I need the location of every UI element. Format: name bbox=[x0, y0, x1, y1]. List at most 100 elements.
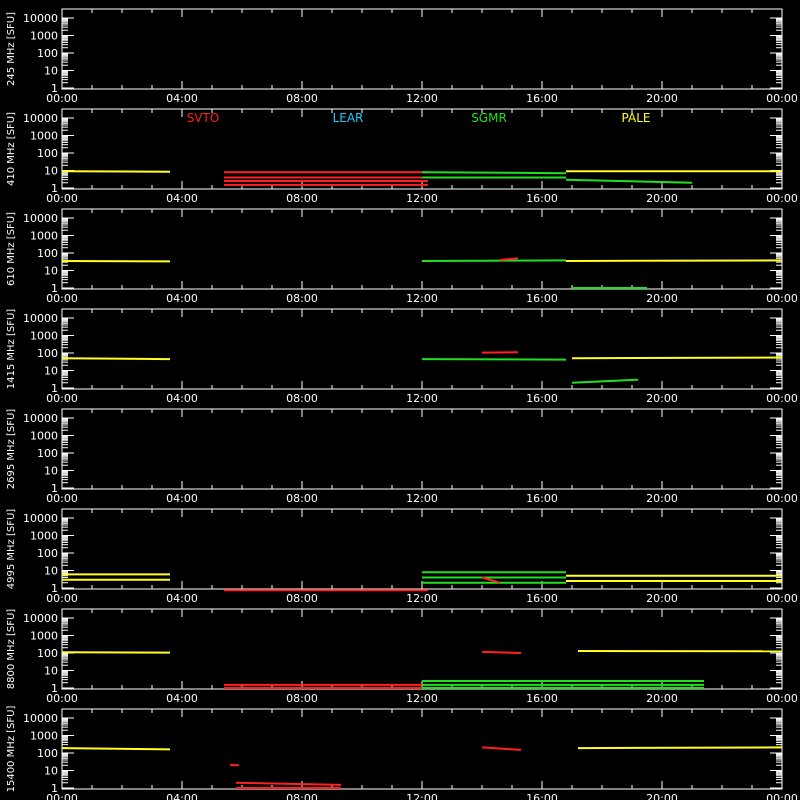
y-tick-label: 1 bbox=[51, 682, 58, 695]
y-tick-label: 10000 bbox=[23, 312, 58, 325]
x-tick-label: 00:00 bbox=[766, 692, 798, 705]
y-axis-label: 410 MHz [SFU] bbox=[6, 112, 17, 186]
x-tick-label: 16:00 bbox=[526, 192, 558, 205]
x-tick-label: 00:00 bbox=[46, 192, 78, 205]
x-tick-label: 08:00 bbox=[286, 792, 318, 800]
y-tick-label: 10000 bbox=[23, 512, 58, 525]
y-axis-label: 610 MHz [SFU] bbox=[6, 212, 17, 286]
y-tick-label: 10000 bbox=[23, 712, 58, 725]
y-tick-label: 100 bbox=[37, 547, 58, 560]
series-svto-line bbox=[481, 650, 522, 654]
y-axis-label: 1415 MHz [SFU] bbox=[6, 309, 17, 390]
x-tick-label: 16:00 bbox=[526, 692, 558, 705]
y-tick-label: 100 bbox=[37, 47, 58, 60]
legend-lear: LEAR bbox=[333, 111, 364, 125]
series-sgmr-line bbox=[421, 171, 567, 175]
x-tick-label: 00:00 bbox=[766, 392, 798, 405]
x-tick-label: 00:00 bbox=[766, 792, 798, 800]
x-tick-label: 04:00 bbox=[166, 492, 198, 505]
series-pale-line bbox=[565, 259, 783, 262]
x-tick-label: 00:00 bbox=[46, 92, 78, 105]
y-tick-label: 1000 bbox=[30, 630, 58, 643]
y-tick-label: 10000 bbox=[23, 412, 58, 425]
y-tick-label: 1 bbox=[51, 482, 58, 495]
x-tick-label: 16:00 bbox=[526, 392, 558, 405]
y-axis-label: 15400 MHz [SFU] bbox=[6, 706, 17, 793]
x-tick-label: 12:00 bbox=[406, 592, 438, 605]
plot-frame bbox=[61, 608, 783, 690]
x-tick-label: 12:00 bbox=[406, 292, 438, 305]
y-tick-label: 10 bbox=[44, 665, 58, 678]
x-tick-label: 08:00 bbox=[286, 592, 318, 605]
series-sgmr-line bbox=[421, 259, 567, 262]
x-tick-label: 12:00 bbox=[406, 392, 438, 405]
x-tick-label: 16:00 bbox=[526, 492, 558, 505]
y-tick-label: 1000 bbox=[30, 330, 58, 343]
x-tick-label: 04:00 bbox=[166, 292, 198, 305]
y-tick-label: 10000 bbox=[23, 212, 58, 225]
y-tick-label: 1 bbox=[51, 82, 58, 95]
panel-3: 1 10 100 1000 10000 00:00 04:00 08:00 12:00 16:00… bbox=[6, 308, 798, 405]
x-tick-label: 04:00 bbox=[166, 92, 198, 105]
x-tick-label: 00:00 bbox=[46, 592, 78, 605]
panel-4: 1 10 100 1000 10000 00:00 04:00 08:00 12:00 16:00… bbox=[6, 408, 798, 505]
y-tick-label: 1 bbox=[51, 382, 58, 395]
panel-5: 1 10 100 1000 10000 00:00 04:00 08:00 12:00 16:00… bbox=[6, 508, 798, 605]
y-tick-label: 10000 bbox=[23, 112, 58, 125]
series-pale-line bbox=[571, 356, 783, 360]
y-tick-label: 100 bbox=[37, 447, 58, 460]
y-axis-label: 245 MHz [SFU] bbox=[6, 12, 17, 86]
x-tick-label: 08:00 bbox=[286, 392, 318, 405]
x-tick-label: 04:00 bbox=[166, 692, 198, 705]
x-tick-label: 16:00 bbox=[526, 592, 558, 605]
series-sgmr-line bbox=[421, 358, 567, 361]
x-tick-label: 00:00 bbox=[766, 92, 798, 105]
x-tick-label: 20:00 bbox=[646, 792, 678, 800]
y-tick-label: 1 bbox=[51, 582, 58, 595]
y-axis-label: 4995 MHz [SFU] bbox=[6, 509, 17, 590]
x-tick-label: 00:00 bbox=[766, 492, 798, 505]
x-tick-label: 12:00 bbox=[406, 92, 438, 105]
y-tick-label: 10000 bbox=[23, 12, 58, 25]
series-sgmr-line bbox=[565, 178, 693, 184]
series-svto-line bbox=[235, 781, 342, 786]
panel-6: 1 10 100 1000 10000 00:00 04:00 08:00 12:00 16:00… bbox=[6, 608, 798, 705]
y-tick-label: 10 bbox=[44, 565, 58, 578]
x-tick-label: 12:00 bbox=[406, 692, 438, 705]
x-tick-label: 00:00 bbox=[766, 592, 798, 605]
x-tick-label: 04:00 bbox=[166, 592, 198, 605]
y-axis-label: 2695 MHz [SFU] bbox=[6, 409, 17, 490]
legend-pale: PALE bbox=[622, 111, 651, 125]
series-sgmr-line bbox=[571, 378, 639, 384]
y-tick-label: 1 bbox=[51, 782, 58, 795]
x-tick-label: 16:00 bbox=[526, 92, 558, 105]
panel-1: 1 10 100 1000 10000 00:00 04:00 08:00 12:00 16:00… bbox=[6, 108, 798, 205]
x-tick-label: 04:00 bbox=[166, 392, 198, 405]
series-svto-line bbox=[499, 257, 519, 261]
series-svto-line bbox=[481, 746, 522, 751]
x-tick-label: 08:00 bbox=[286, 192, 318, 205]
x-tick-label: 20:00 bbox=[646, 292, 678, 305]
x-tick-label: 20:00 bbox=[646, 492, 678, 505]
x-tick-label: 08:00 bbox=[286, 92, 318, 105]
plot-frame bbox=[61, 308, 783, 390]
x-tick-label: 16:00 bbox=[526, 292, 558, 305]
x-tick-label: 12:00 bbox=[406, 492, 438, 505]
y-tick-label: 1000 bbox=[30, 530, 58, 543]
y-tick-label: 1000 bbox=[30, 130, 58, 143]
x-tick-label: 12:00 bbox=[406, 192, 438, 205]
x-tick-label: 20:00 bbox=[646, 592, 678, 605]
series-pale-line bbox=[61, 747, 171, 751]
legend-sgmr: SGMR bbox=[471, 111, 507, 125]
y-tick-label: 10 bbox=[44, 65, 58, 78]
plot-frame bbox=[61, 8, 783, 90]
x-tick-label: 00:00 bbox=[46, 492, 78, 505]
panel-7: 1 10 100 1000 10000 00:00 04:00 08:00 12:00 16:00… bbox=[6, 706, 798, 800]
y-axis-label: 8800 MHz [SFU] bbox=[6, 609, 17, 690]
panel-0: 1 10 100 1000 10000 00:00 04:00 08:00 12:00 16:00… bbox=[6, 8, 798, 105]
x-tick-label: 12:00 bbox=[406, 792, 438, 800]
y-tick-label: 100 bbox=[37, 347, 58, 360]
y-tick-label: 10 bbox=[44, 365, 58, 378]
